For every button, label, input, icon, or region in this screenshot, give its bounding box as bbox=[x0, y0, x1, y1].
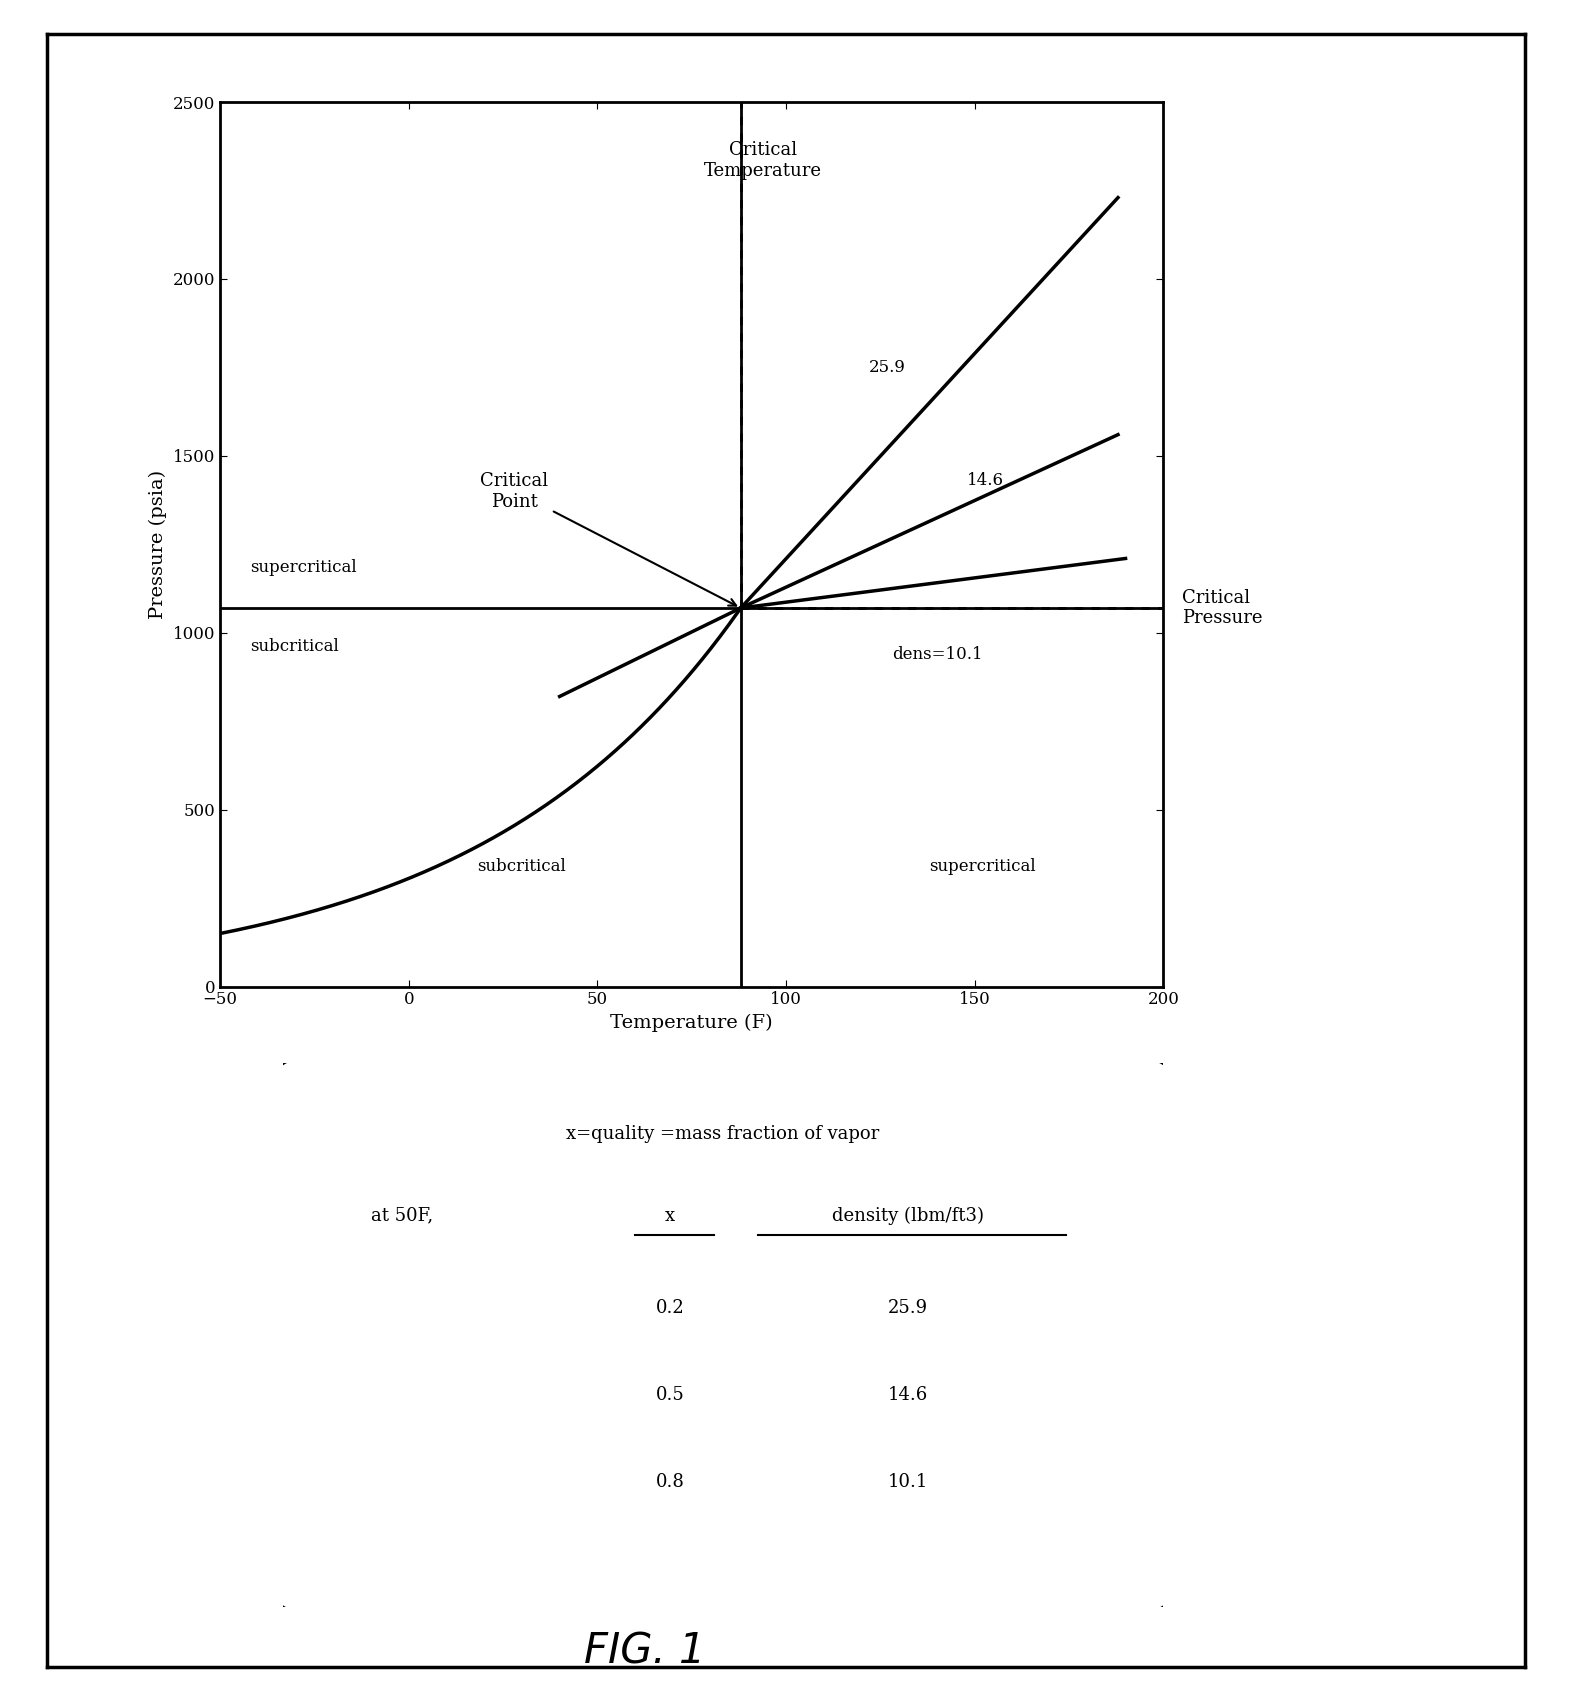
Text: 14.6: 14.6 bbox=[967, 473, 1005, 490]
Text: 0.2: 0.2 bbox=[656, 1300, 685, 1317]
X-axis label: Temperature (F): Temperature (F) bbox=[610, 1014, 773, 1033]
Text: FIG. 1: FIG. 1 bbox=[583, 1631, 706, 1672]
Text: Critical
Point: Critical Point bbox=[481, 471, 736, 606]
FancyBboxPatch shape bbox=[274, 1058, 1173, 1613]
Text: subcritical: subcritical bbox=[476, 857, 566, 874]
Text: Critical
Temperature: Critical Temperature bbox=[704, 141, 822, 180]
Text: 10.1: 10.1 bbox=[888, 1473, 927, 1492]
Text: 0.8: 0.8 bbox=[656, 1473, 685, 1492]
Text: supercritical: supercritical bbox=[250, 560, 357, 577]
Y-axis label: Pressure (psia): Pressure (psia) bbox=[149, 469, 167, 619]
Text: x: x bbox=[665, 1206, 676, 1225]
Text: 0.5: 0.5 bbox=[656, 1386, 685, 1403]
Text: subcritical: subcritical bbox=[250, 638, 340, 655]
Text: Critical
Pressure: Critical Pressure bbox=[1182, 589, 1262, 628]
Text: 25.9: 25.9 bbox=[888, 1300, 927, 1317]
Text: density (lbm/ft3): density (lbm/ft3) bbox=[832, 1206, 984, 1225]
Text: dens=10.1: dens=10.1 bbox=[891, 645, 982, 662]
Text: 25.9: 25.9 bbox=[869, 359, 905, 376]
Text: x=quality =mass fraction of vapor: x=quality =mass fraction of vapor bbox=[566, 1124, 880, 1143]
Text: 14.6: 14.6 bbox=[888, 1386, 927, 1403]
Text: at 50F,: at 50F, bbox=[371, 1206, 434, 1225]
Text: supercritical: supercritical bbox=[929, 857, 1036, 874]
